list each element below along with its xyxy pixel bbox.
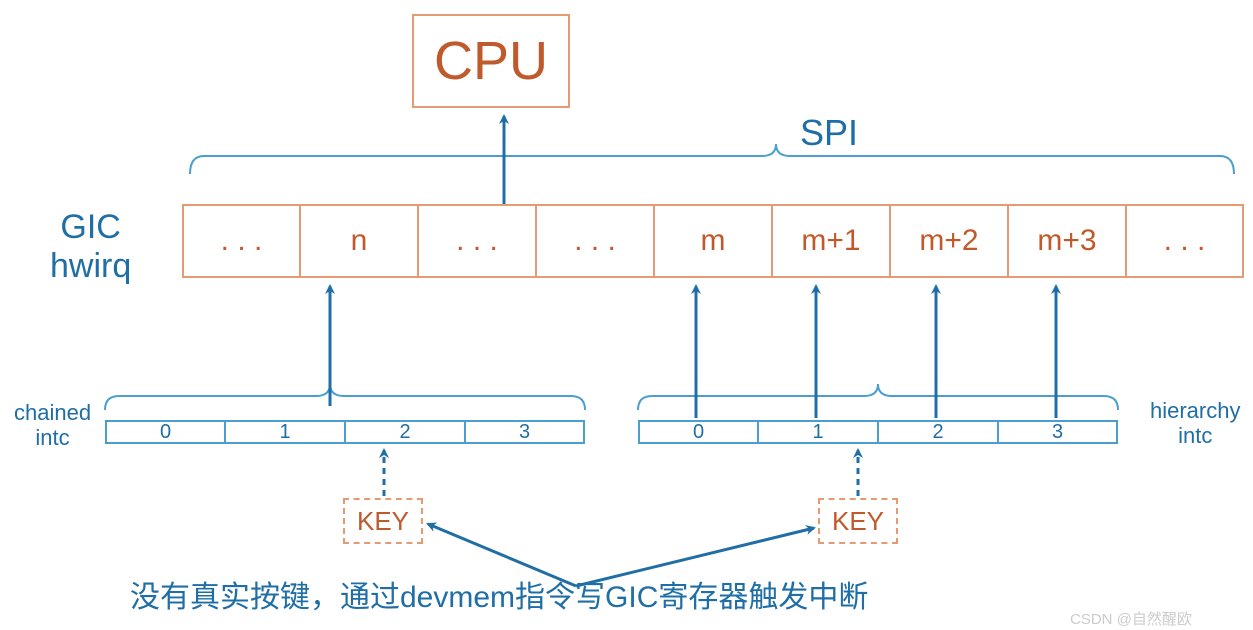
caption-text: 没有真实按键，通过devmem指令写GIC寄存器触发中断 xyxy=(130,572,868,616)
gic-cell: n xyxy=(300,204,418,278)
cpu-box: CPU xyxy=(412,14,570,108)
gic-cell: m+1 xyxy=(772,204,890,278)
chained-intc-label: chainedintc xyxy=(14,400,91,451)
brace xyxy=(105,384,585,410)
chained-cell: 3 xyxy=(465,420,585,444)
hierarchy-cell: 0 xyxy=(638,420,758,444)
gic-cell: . . . xyxy=(182,204,300,278)
chained-cell: 0 xyxy=(105,420,225,444)
gic-cell: . . . xyxy=(536,204,654,278)
chained-cell: 1 xyxy=(225,420,345,444)
hierarchy-cell: 3 xyxy=(998,420,1118,444)
key-box: KEY xyxy=(818,498,898,544)
hierarchy-intc-label: hierarchyintc xyxy=(1150,398,1240,449)
brace xyxy=(190,144,1234,174)
watermark-text: CSDN @自然醒欧 xyxy=(1070,608,1192,629)
key-box: KEY xyxy=(343,498,423,544)
gic-cell: m xyxy=(654,204,772,278)
gic-cell: m+2 xyxy=(890,204,1008,278)
hierarchy-cell: 1 xyxy=(758,420,878,444)
gic-cell: . . . xyxy=(418,204,536,278)
gic-cell: . . . xyxy=(1126,204,1244,278)
spi-label: SPI xyxy=(800,112,858,154)
chained-cell: 2 xyxy=(345,420,465,444)
hierarchy-cell: 2 xyxy=(878,420,998,444)
gic-cell: m+3 xyxy=(1008,204,1126,278)
brace xyxy=(638,384,1118,410)
gic-label: GIChwirq xyxy=(50,208,131,286)
